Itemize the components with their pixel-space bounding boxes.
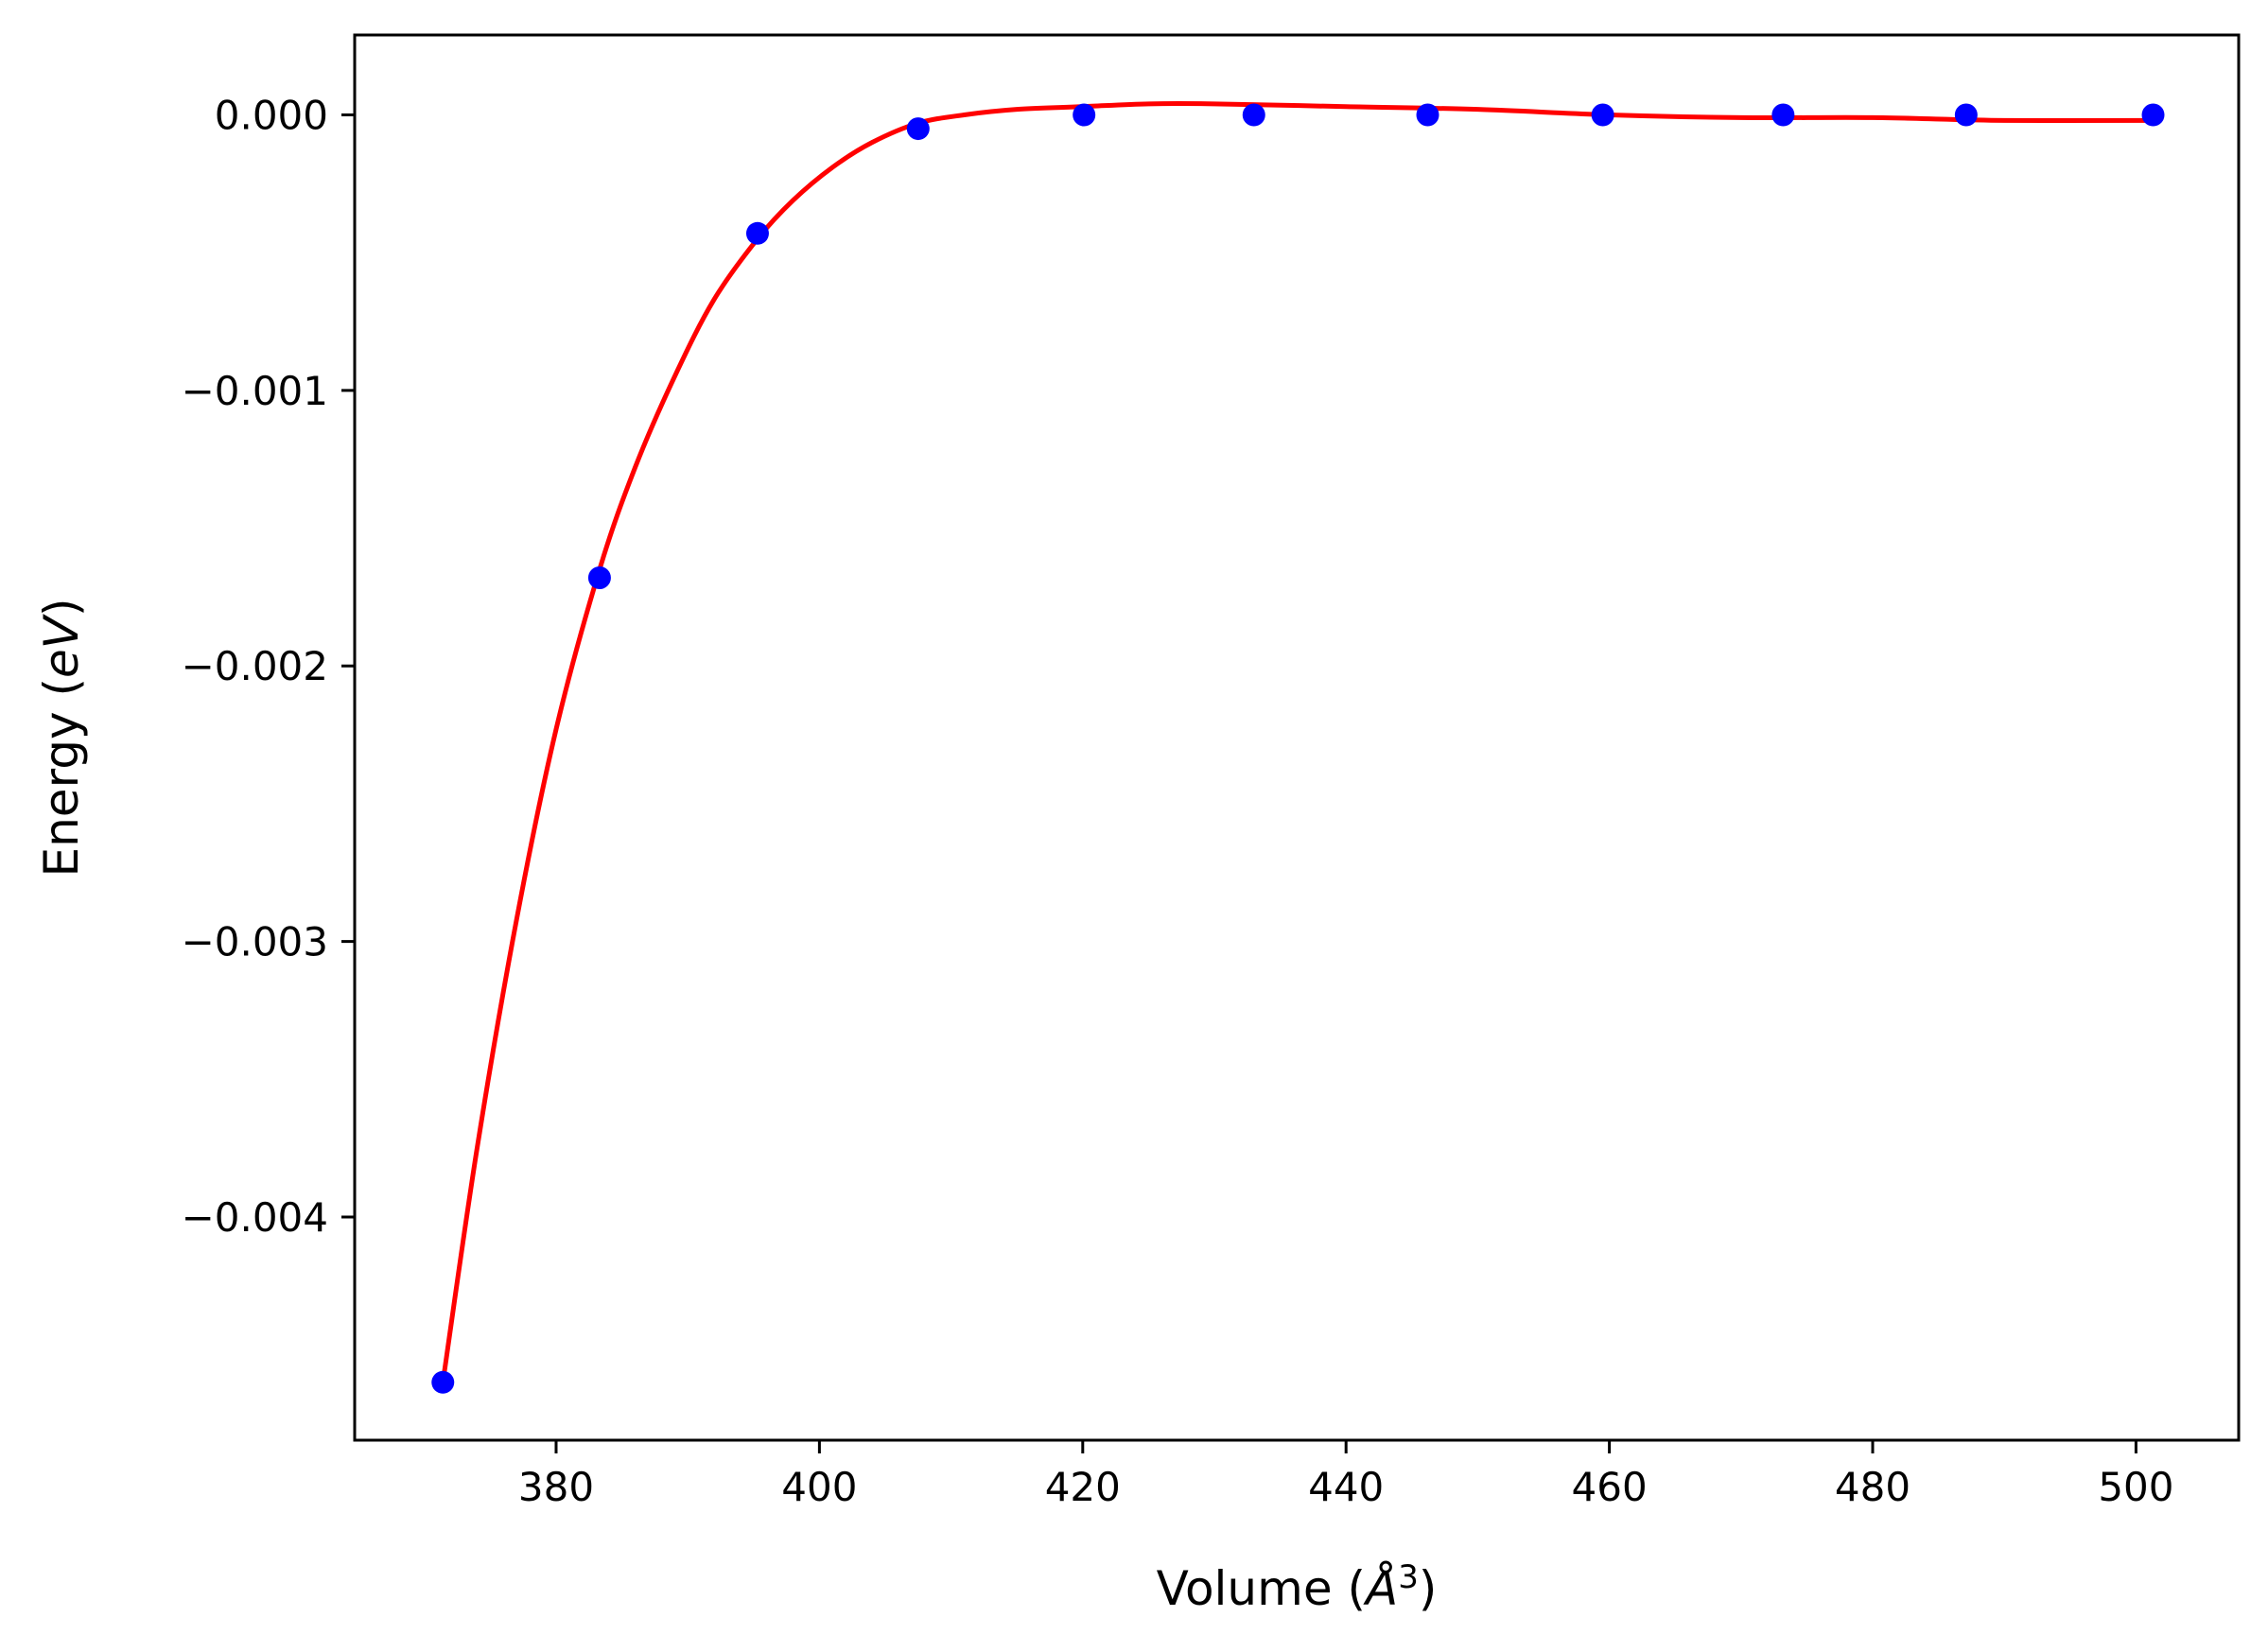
plot-area bbox=[431, 100, 2165, 1394]
data-point bbox=[1416, 103, 1439, 127]
x-axis-title-text: Volume bbox=[1157, 1561, 1333, 1616]
data-point bbox=[1073, 103, 1096, 127]
data-point bbox=[745, 221, 769, 245]
y-tick-label: 0.000 bbox=[215, 92, 328, 138]
y-axis-title: Energy (eV) bbox=[34, 599, 89, 878]
y-tick-label: −0.001 bbox=[182, 368, 328, 414]
x-tick-label: 460 bbox=[1572, 1464, 1648, 1510]
y-axis-unit: eV bbox=[34, 613, 89, 678]
y-axis-title-text: Energy bbox=[34, 711, 89, 877]
x-axis-title: Volume (Å3) bbox=[1157, 1558, 1438, 1616]
data-points bbox=[431, 103, 2165, 1394]
y-tick-label: −0.004 bbox=[182, 1194, 328, 1241]
x-tick-label: 380 bbox=[518, 1464, 594, 1510]
x-tick-label: 500 bbox=[2098, 1464, 2173, 1510]
x-axis-ticks: 380 400 420 440 460 480 500 bbox=[518, 1440, 2174, 1510]
data-point bbox=[1242, 103, 1265, 127]
x-tick-label: 440 bbox=[1308, 1464, 1384, 1510]
fit-curve-line bbox=[440, 100, 2154, 1383]
y-axis-ticks: 0.000 −0.001 −0.002 −0.003 −0.004 bbox=[182, 92, 355, 1241]
plot-frame bbox=[353, 33, 2241, 1442]
data-point bbox=[1771, 103, 1795, 127]
x-tick-label: 480 bbox=[1835, 1464, 1910, 1510]
x-tick-label: 420 bbox=[1045, 1464, 1121, 1510]
x-tick-label: 400 bbox=[781, 1464, 857, 1510]
data-point bbox=[2141, 103, 2165, 127]
y-tick-label: −0.003 bbox=[182, 919, 328, 965]
data-point bbox=[1954, 103, 1978, 127]
x-axis-unit: Å bbox=[1363, 1561, 1398, 1616]
data-point bbox=[431, 1370, 455, 1394]
x-axis-unit-exponent: 3 bbox=[1398, 1558, 1419, 1596]
data-point bbox=[587, 566, 611, 590]
data-point bbox=[906, 117, 930, 141]
data-point bbox=[1591, 103, 1614, 127]
y-tick-label: −0.002 bbox=[182, 643, 328, 689]
